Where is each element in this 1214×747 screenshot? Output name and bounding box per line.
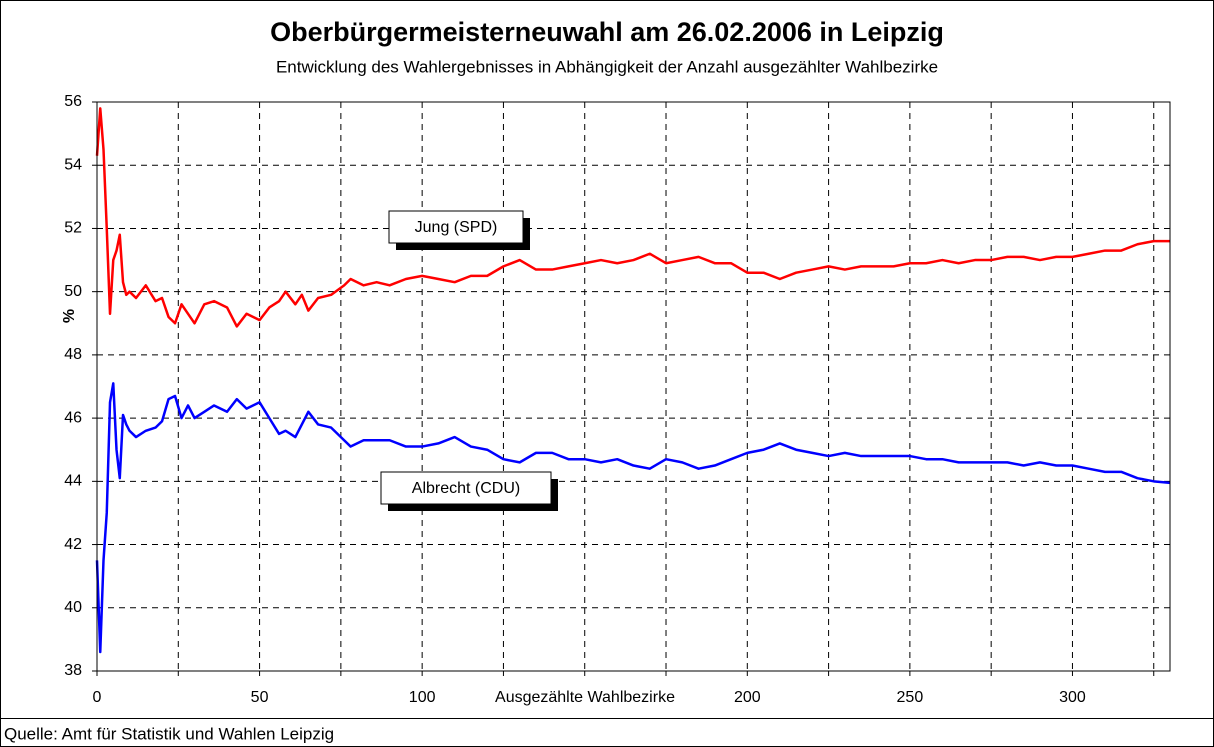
x-tick-label: 100 bbox=[409, 689, 436, 706]
y-tick-label: 54 bbox=[64, 156, 82, 173]
series-annotation: Albrecht (CDU) bbox=[412, 480, 520, 497]
y-tick-label: 56 bbox=[64, 93, 82, 110]
y-tick-label: 50 bbox=[64, 283, 82, 300]
x-axis-label: Ausgezählte Wahlbezirke bbox=[495, 689, 675, 706]
series-annotation: Jung (SPD) bbox=[415, 219, 498, 236]
y-tick-label: 42 bbox=[64, 536, 82, 553]
x-tick-label: 50 bbox=[251, 689, 269, 706]
series-line bbox=[95, 382, 1171, 654]
annotation-box bbox=[380, 471, 552, 505]
y-tick-label: 46 bbox=[64, 409, 82, 426]
series-line bbox=[95, 107, 1170, 328]
y-tick-label: 38 bbox=[64, 662, 82, 679]
plot-frame bbox=[96, 101, 1171, 672]
x-tick-label: 250 bbox=[897, 689, 924, 706]
y-tick-label: 48 bbox=[64, 346, 82, 363]
chart-title: Oberbürgermeisterneuwahl am 26.02.2006 i… bbox=[270, 17, 944, 47]
y-tick-label: 44 bbox=[64, 473, 82, 490]
y-tick-label: 52 bbox=[64, 220, 82, 237]
y-axis-label: % bbox=[61, 309, 78, 323]
chart-subtitle: Entwicklung des Wahlergebnisses in Abhän… bbox=[276, 57, 938, 76]
lines bbox=[95, 107, 1171, 654]
source-note: Quelle: Amt für Statistik und Wahlen Lei… bbox=[4, 724, 334, 743]
x-tick-label: 0 bbox=[93, 689, 102, 706]
x-tick-label: 200 bbox=[734, 689, 761, 706]
y-tick-label: 40 bbox=[64, 599, 82, 616]
annotation-box bbox=[388, 210, 524, 244]
x-tick-label: 300 bbox=[1059, 689, 1086, 706]
